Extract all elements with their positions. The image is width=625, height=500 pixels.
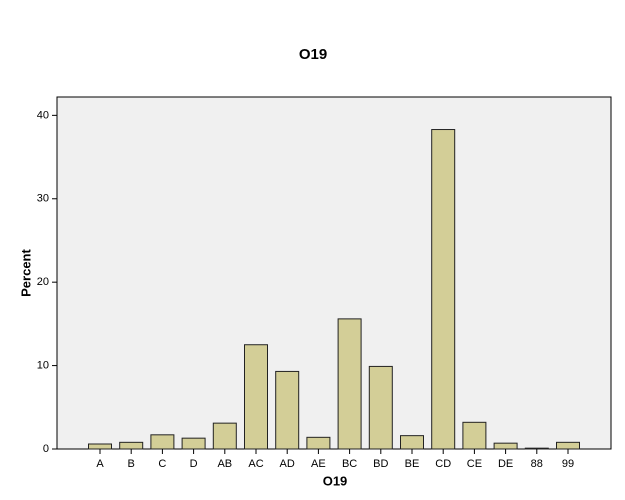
x-tick-label: BD [373,458,388,470]
bar [119,441,144,450]
bar [212,422,237,450]
x-tick-label: BC [342,458,357,470]
bar [462,421,487,450]
x-tick-label: BE [405,458,420,470]
x-tick-label: DE [498,458,513,470]
y-tick-label: 10 [37,359,49,371]
x-tick-label: 99 [562,458,574,470]
bar [275,370,300,450]
y-tick-label: 20 [37,276,49,288]
x-tick-label: AC [248,458,263,470]
bar [337,318,362,450]
bar [431,129,456,450]
x-tick-label: 88 [531,458,543,470]
bar [244,344,268,450]
bar [368,365,393,450]
x-axis-label: O19 [323,473,348,488]
x-tick-label: A [96,458,104,470]
y-tick-label: 0 [43,443,49,455]
bar [493,442,518,450]
x-tick-label: AE [311,458,326,470]
y-axis-label: Percent [18,248,33,296]
bar [524,447,549,450]
x-tick-label: AD [280,458,295,470]
x-tick-label: D [190,458,198,470]
x-tick-label: B [128,458,135,470]
bar [306,436,331,450]
plot-area [56,96,612,450]
bar [88,443,112,450]
bar [181,437,206,450]
x-tick-label: CE [467,458,482,470]
bar [400,435,424,450]
y-tick-label: 40 [37,109,49,121]
bar [556,441,580,450]
bar [150,434,175,450]
x-tick-label: CD [435,458,451,470]
y-tick-label: 30 [37,193,49,205]
x-tick-label: C [158,458,166,470]
x-tick-label: AB [217,458,232,470]
chart-title: O19 [299,46,327,63]
